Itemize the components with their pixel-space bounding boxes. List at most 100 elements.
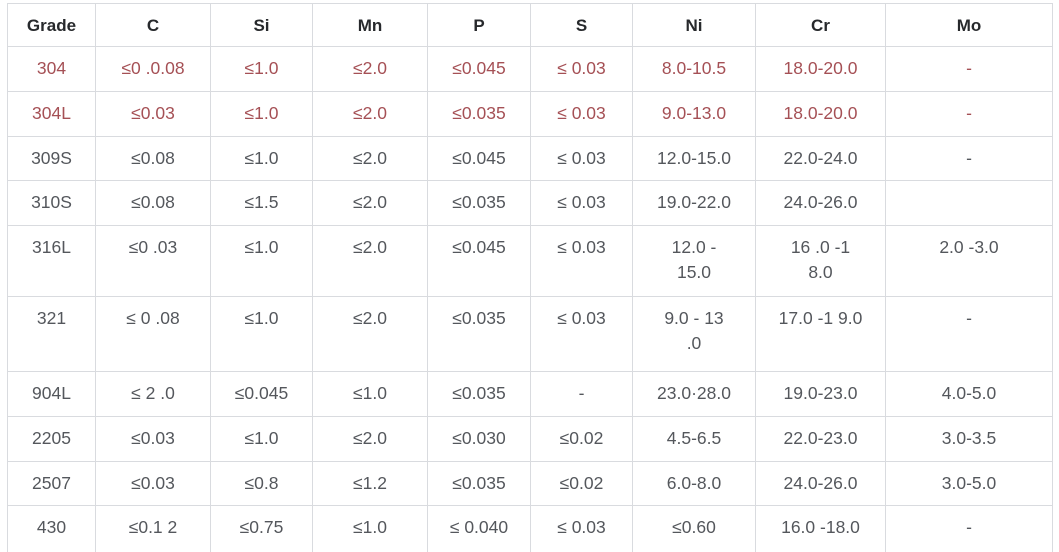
cell-c: ≤0.03 [95, 461, 211, 506]
column-header-s: S [530, 3, 633, 47]
cell-ni: 9.0-13.0 [632, 91, 756, 137]
cell-p: ≤0.035 [427, 296, 531, 372]
cell-cr: 18.0-20.0 [755, 46, 886, 92]
grade-cell: 316L [7, 225, 96, 297]
cell-cr: 16.0 -18.0 [755, 505, 886, 552]
cell-mn: ≤2.0 [312, 180, 428, 226]
cell-p: ≤0.035 [427, 461, 531, 506]
cell-s: ≤ 0.03 [530, 136, 633, 181]
column-header-cr: Cr [755, 3, 886, 47]
cell-mn: ≤1.2 [312, 461, 428, 506]
cell-mo: - [885, 136, 1053, 181]
column-header-si: Si [210, 3, 313, 47]
cell-cr: 24.0-26.0 [755, 180, 886, 226]
cell-c: ≤0.08 [95, 180, 211, 226]
table-row-904l: 904L ≤ 2 .0 ≤0.045 ≤1.0 ≤0.035 - 23.0·28… [7, 371, 1053, 417]
cell-mn: ≤2.0 [312, 296, 428, 372]
cell-s: ≤ 0.03 [530, 46, 633, 92]
table-row-310s: 310S ≤0.08 ≤1.5 ≤2.0 ≤0.035 ≤ 0.03 19.0-… [7, 180, 1053, 226]
grade-cell: 2507 [7, 461, 96, 506]
cell-p: ≤ 0.040 [427, 505, 531, 552]
cell-si: ≤0.045 [210, 371, 313, 417]
cell-ni: 19.0-22.0 [632, 180, 756, 226]
cell-si: ≤1.0 [210, 46, 313, 92]
column-header-mn: Mn [312, 3, 428, 47]
cell-s: ≤ 0.03 [530, 91, 633, 137]
grade-cell: 304L [7, 91, 96, 137]
steel-composition-table: Grade C Si Mn P S Ni Cr Mo 304 ≤0 .0.08 … [7, 3, 1053, 552]
column-header-c: C [95, 3, 211, 47]
cell-ni: ≤0.60 [632, 505, 756, 552]
grade-cell: 2205 [7, 416, 96, 462]
cell-mo [885, 180, 1053, 226]
cell-cr: 22.0-24.0 [755, 136, 886, 181]
cell-mn: ≤1.0 [312, 505, 428, 552]
cell-cr: 17.0 -1 9.0 [755, 296, 886, 372]
cell-mo: - [885, 91, 1053, 137]
cell-mn: ≤2.0 [312, 136, 428, 181]
cell-cr: 24.0-26.0 [755, 461, 886, 506]
cell-p: ≤0.045 [427, 225, 531, 297]
column-header-mo: Mo [885, 3, 1053, 47]
column-header-p: P [427, 3, 531, 47]
cell-c: ≤0.03 [95, 91, 211, 137]
cell-c: ≤0.1 2 [95, 505, 211, 552]
cell-mn: ≤2.0 [312, 46, 428, 92]
cell-mo: 4.0-5.0 [885, 371, 1053, 417]
table-row-2507: 2507 ≤0.03 ≤0.8 ≤1.2 ≤0.035 ≤0.02 6.0-8.… [7, 461, 1053, 506]
cell-mn: ≤2.0 [312, 91, 428, 137]
header-row: Grade C Si Mn P S Ni Cr Mo [7, 3, 1053, 47]
cell-s: ≤ 0.03 [530, 296, 633, 372]
table-row-304: 304 ≤0 .0.08 ≤1.0 ≤2.0 ≤0.045 ≤ 0.03 8.0… [7, 46, 1053, 92]
cell-mo: 2.0 -3.0 [885, 225, 1053, 297]
cell-cr: 19.0-23.0 [755, 371, 886, 417]
cell-p: ≤0.035 [427, 180, 531, 226]
cell-ni: 12.0 - 15.0 [632, 225, 756, 297]
cell-s: - [530, 371, 633, 417]
grade-cell: 309S [7, 136, 96, 181]
cell-si: ≤1.0 [210, 136, 313, 181]
cell-s: ≤0.02 [530, 461, 633, 506]
cell-c: ≤0.03 [95, 416, 211, 462]
grade-cell: 430 [7, 505, 96, 552]
column-header-grade: Grade [7, 3, 96, 47]
cell-c: ≤0.08 [95, 136, 211, 181]
cell-ni: 23.0·28.0 [632, 371, 756, 417]
cell-ni: 4.5-6.5 [632, 416, 756, 462]
grade-cell: 321 [7, 296, 96, 372]
table-row-2205: 2205 ≤0.03 ≤1.0 ≤2.0 ≤0.030 ≤0.02 4.5-6.… [7, 416, 1053, 462]
cell-si: ≤0.8 [210, 461, 313, 506]
table-row-430: 430 ≤0.1 2 ≤0.75 ≤1.0 ≤ 0.040 ≤ 0.03 ≤0.… [7, 505, 1053, 552]
cell-p: ≤0.035 [427, 371, 531, 417]
table-row-316l: 316L ≤0 .03 ≤1.0 ≤2.0 ≤0.045 ≤ 0.03 12.0… [7, 225, 1053, 297]
cell-cr: 22.0-23.0 [755, 416, 886, 462]
cell-si: ≤0.75 [210, 505, 313, 552]
cell-mo: 3.0-3.5 [885, 416, 1053, 462]
cell-p: ≤0.045 [427, 46, 531, 92]
cell-ni: 8.0-10.5 [632, 46, 756, 92]
cell-mo: 3.0-5.0 [885, 461, 1053, 506]
cell-c: ≤ 0 .08 [95, 296, 211, 372]
cell-c: ≤ 2 .0 [95, 371, 211, 417]
cell-c: ≤0 .03 [95, 225, 211, 297]
cell-ni: 9.0 - 13 .0 [632, 296, 756, 372]
cell-s: ≤ 0.03 [530, 180, 633, 226]
table-row-321: 321 ≤ 0 .08 ≤1.0 ≤2.0 ≤0.035 ≤ 0.03 9.0 … [7, 296, 1053, 372]
cell-si: ≤1.0 [210, 296, 313, 372]
cell-mo: - [885, 296, 1053, 372]
cell-cr: 16 .0 -1 8.0 [755, 225, 886, 297]
cell-s: ≤0.02 [530, 416, 633, 462]
column-header-ni: Ni [632, 3, 756, 47]
cell-si: ≤1.0 [210, 225, 313, 297]
grade-cell: 904L [7, 371, 96, 417]
cell-si: ≤1.0 [210, 91, 313, 137]
cell-si: ≤1.5 [210, 180, 313, 226]
cell-p: ≤0.030 [427, 416, 531, 462]
cell-s: ≤ 0.03 [530, 225, 633, 297]
cell-cr: 18.0-20.0 [755, 91, 886, 137]
cell-s: ≤ 0.03 [530, 505, 633, 552]
cell-mn: ≤2.0 [312, 225, 428, 297]
table-row-304l: 304L ≤0.03 ≤1.0 ≤2.0 ≤0.035 ≤ 0.03 9.0-1… [7, 91, 1053, 137]
table-row-309s: 309S ≤0.08 ≤1.0 ≤2.0 ≤0.045 ≤ 0.03 12.0-… [7, 136, 1053, 181]
